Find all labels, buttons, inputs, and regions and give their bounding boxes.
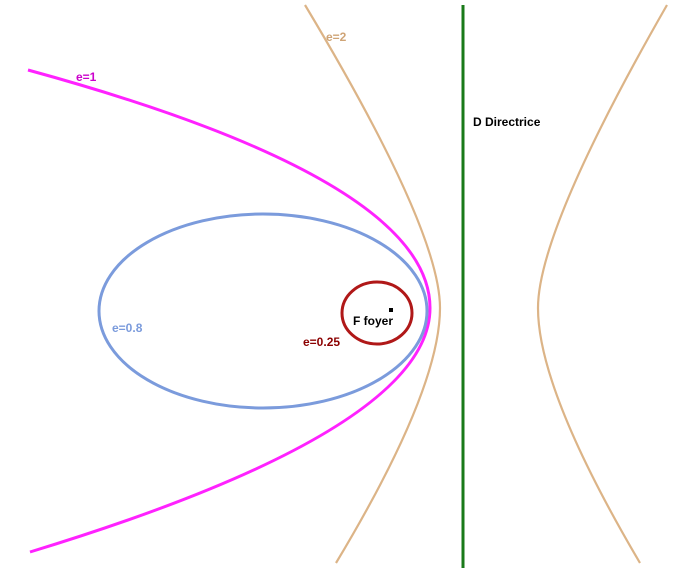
ellipse-curve bbox=[97, 212, 429, 410]
focus-point bbox=[389, 308, 393, 312]
ellipse-eccentricity-label: e=0.8 bbox=[112, 321, 143, 335]
parabola-curve bbox=[27, 68, 432, 554]
focus-label: F foyer bbox=[353, 314, 393, 328]
hyperbola-right-branch bbox=[536, 4, 668, 564]
circle-eccentricity-label: e=0.25 bbox=[303, 335, 340, 349]
directrix-label: D Directrice bbox=[473, 115, 541, 129]
hyperbola-eccentricity-label: e=2 bbox=[326, 30, 347, 44]
hyperbola-left-branch bbox=[304, 4, 442, 564]
parabola-eccentricity-label: e=1 bbox=[76, 70, 97, 84]
circle-curve bbox=[340, 280, 414, 346]
